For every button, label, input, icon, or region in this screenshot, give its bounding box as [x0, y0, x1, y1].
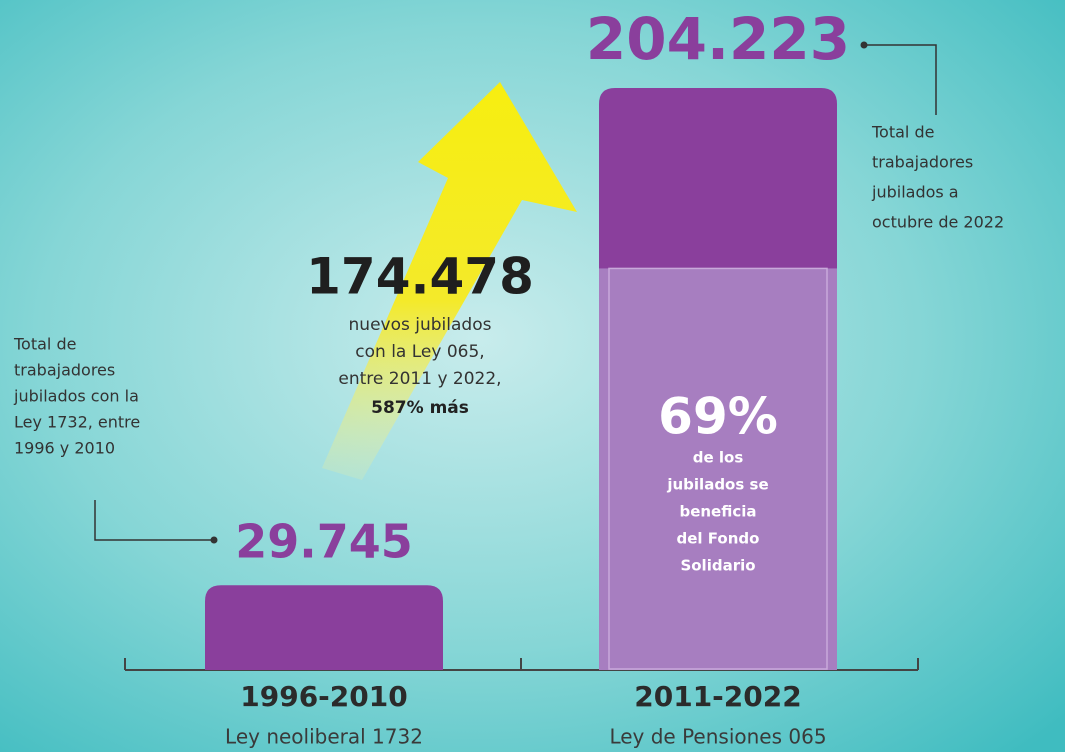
- share-border: [608, 267, 828, 670]
- growth-text: entre 2011 y 2022,: [338, 369, 501, 389]
- share-text: beneficia: [679, 503, 756, 521]
- annotation-left: Ley 1732, entre: [14, 413, 140, 432]
- value-label: 204.223: [586, 5, 850, 73]
- category-subtitle: Ley de Pensiones 065: [609, 725, 826, 749]
- annotation-right: Total de: [871, 123, 934, 142]
- bar: [205, 585, 443, 670]
- growth-arrow: [322, 82, 577, 480]
- annotation-right: trabajadores: [872, 153, 973, 172]
- category-subtitle: Ley neoliberal 1732: [225, 725, 423, 749]
- share-segment: [599, 268, 837, 670]
- value-label: 29.745: [235, 515, 413, 569]
- marks: 29.745 1996-2010 Ley neoliberal 1732 204.22…: [13, 5, 1004, 748]
- connector: [94, 500, 212, 541]
- connector-dot: [860, 41, 868, 49]
- annotation-right: jubilados a: [871, 183, 959, 202]
- share-text: del Fondo: [677, 530, 760, 548]
- annotation-left: 1996 y 2010: [14, 439, 115, 458]
- annotation-left: jubilados con la: [13, 387, 139, 406]
- share-text: jubilados se: [666, 476, 768, 494]
- category-label: 1996-2010: [240, 680, 407, 713]
- annotation-right: octubre de 2022: [872, 213, 1004, 232]
- growth-label: 174.478: [306, 248, 534, 306]
- growth-text: nuevos jubilados: [349, 315, 492, 335]
- connector: [866, 44, 937, 115]
- growth-emphasis: 587% más: [371, 398, 469, 418]
- category-label: 2011-2022: [634, 680, 801, 713]
- connector-dot: [210, 536, 218, 544]
- share-text: Solidario: [680, 557, 755, 575]
- share-label: 69%: [658, 388, 778, 446]
- growth-text: con la Ley 065,: [355, 342, 484, 362]
- annotation-left: Total de: [13, 335, 76, 354]
- share-text: de los: [693, 449, 744, 467]
- annotation-left: trabajadores: [14, 361, 115, 380]
